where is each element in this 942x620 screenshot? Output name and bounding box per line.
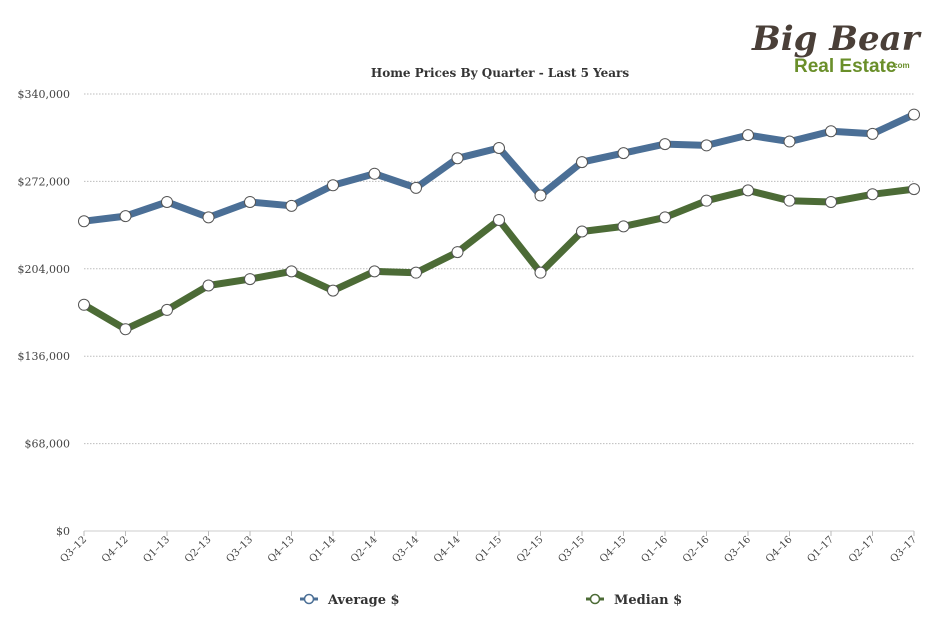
series-average (78, 108, 920, 228)
x-tick-label: Q2–17 (847, 534, 878, 565)
legend-item-median[interactable]: Median $ (586, 593, 682, 608)
legend-label-average: Average $ (327, 593, 400, 608)
legend-label-median: Median $ (614, 593, 682, 608)
data-point (78, 215, 90, 228)
data-point (659, 211, 671, 224)
chart-title: Home Prices By Quarter - Last 5 Years (371, 66, 630, 80)
data-point (119, 210, 132, 223)
data-point (908, 183, 920, 196)
data-point (368, 265, 381, 278)
logo-line1: Big Bear (751, 19, 922, 59)
data-point (493, 213, 505, 226)
series-line (80, 185, 918, 333)
data-point (244, 273, 256, 286)
y-tick-label: $68,000 (25, 438, 71, 451)
y-tick-label: $136,000 (18, 350, 71, 363)
gridlines (84, 93, 914, 532)
logo-suffix: .com (891, 61, 910, 70)
data-point (742, 129, 754, 142)
y-axis: $0 $68,000 $136,000 $204,000 $272,000 $340,00… (18, 88, 71, 538)
series-median (78, 183, 920, 336)
data-point (161, 303, 173, 316)
y-tick-label: $272,000 (18, 175, 71, 188)
data-point (700, 139, 713, 152)
data-point (866, 127, 879, 140)
data-point (202, 279, 215, 292)
x-tick-label: Q1–17 (806, 534, 837, 565)
data-point (742, 184, 754, 197)
data-point (617, 147, 630, 160)
data-point (410, 266, 422, 279)
data-point (908, 108, 920, 121)
x-tick-label: Q4–15 (598, 534, 629, 565)
x-tick-label: Q4–16 (764, 534, 795, 565)
data-point (119, 323, 132, 336)
legend-marker-average (303, 593, 315, 605)
x-tick-label: Q1–15 (474, 534, 505, 565)
data-point (825, 125, 837, 138)
x-tick-label: Q3–14 (391, 534, 422, 565)
x-tick-label: Q2–14 (349, 534, 380, 565)
data-point (202, 211, 215, 224)
x-tick-label: Q3–12 (59, 534, 90, 565)
data-point (244, 195, 256, 208)
x-tick-label: Q2–15 (515, 534, 546, 565)
x-tick-label: Q3–15 (557, 534, 588, 565)
data-point (451, 246, 464, 259)
brand-logo: Big Bear Real Estate .com (751, 19, 922, 77)
data-point (576, 225, 588, 238)
data-point (534, 189, 547, 202)
data-point (783, 135, 796, 148)
legend-marker-median (589, 593, 601, 605)
x-tick-label: Q4–14 (432, 534, 463, 565)
data-point (368, 167, 381, 180)
data-point (327, 179, 339, 192)
x-tick-label: Q1–14 (308, 534, 339, 565)
data-point (825, 195, 837, 208)
data-point (285, 265, 298, 278)
plot-area (78, 108, 920, 336)
x-tick-label: Q1–13 (142, 534, 173, 565)
data-point (78, 298, 90, 311)
data-point (493, 141, 505, 154)
x-tick-label: Q2–16 (681, 534, 712, 565)
data-point (659, 138, 671, 151)
legend-item-average[interactable]: Average $ (300, 593, 400, 608)
logo-line2: Real Estate (794, 56, 896, 77)
y-tick-label: $0 (56, 525, 70, 538)
y-tick-label: $204,000 (18, 263, 71, 276)
data-point (700, 194, 713, 207)
x-tick-label: Q4–12 (100, 534, 131, 565)
legend: Average $ Median $ (300, 593, 682, 608)
data-point (285, 199, 298, 212)
data-point (534, 266, 547, 279)
x-tick-label: Q3–13 (225, 534, 256, 565)
x-tick-label: Q1–16 (640, 534, 671, 565)
x-tick-label: Q4–13 (266, 534, 297, 565)
data-point (783, 194, 796, 207)
data-point (161, 195, 173, 208)
x-tick-label: Q2–13 (183, 534, 214, 565)
data-point (617, 220, 630, 233)
y-tick-label: $340,000 (18, 88, 71, 101)
data-point (327, 284, 339, 297)
data-point (576, 156, 588, 169)
x-tick-label: Q3–17 (889, 534, 920, 565)
x-tick-label: Q3–16 (723, 534, 754, 565)
data-point (451, 152, 464, 165)
data-point (866, 188, 879, 201)
x-axis: Q3–12 Q4–12 Q1–13 Q2–13 Q3–13 Q4–13 Q1–14 Q2–14… (59, 531, 920, 565)
data-point (410, 181, 422, 194)
